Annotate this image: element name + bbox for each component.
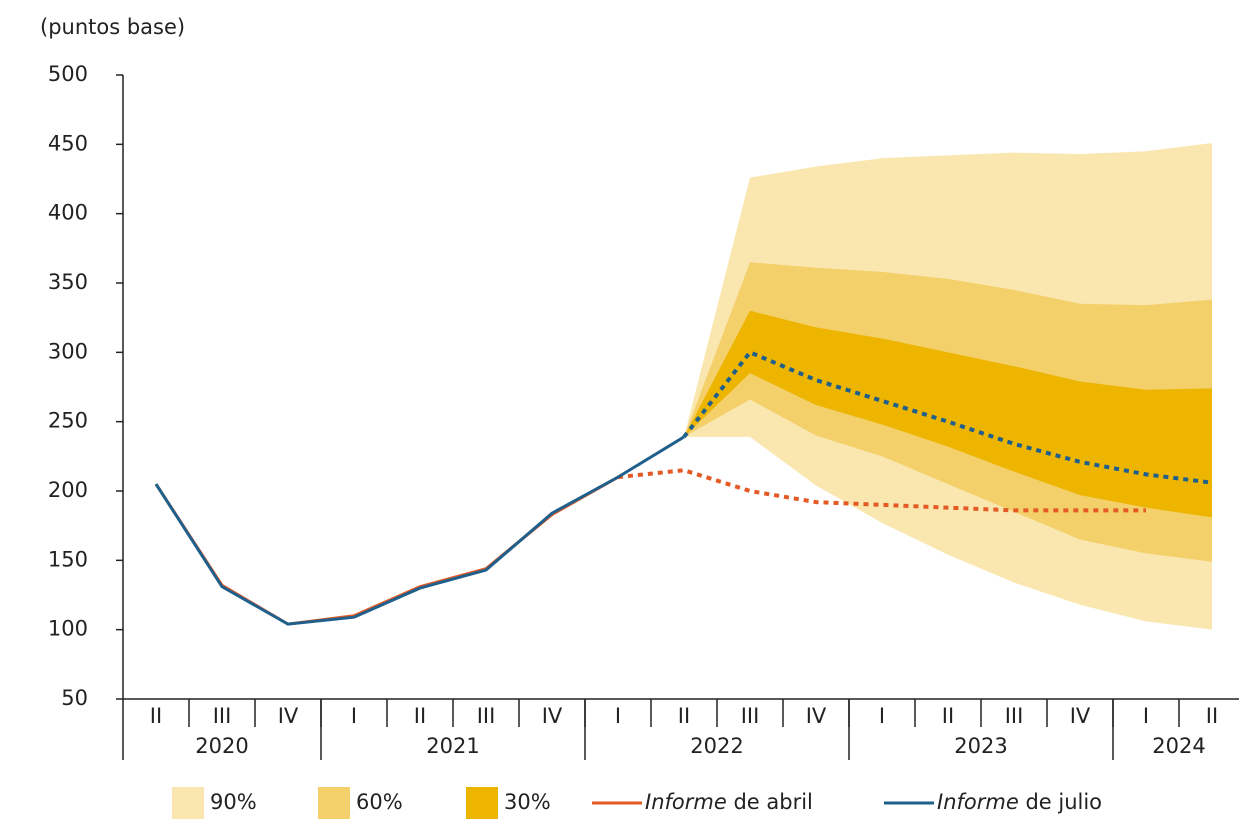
x-tick-label: II — [678, 704, 690, 728]
y-tick-label: 250 — [48, 409, 88, 433]
year-label: 2021 — [426, 734, 479, 758]
x-tick-label: III — [1005, 704, 1024, 728]
legend-label: Informe de abril — [645, 790, 813, 814]
x-tick-label: II — [1206, 704, 1218, 728]
y-axis-label: (puntos base) — [40, 15, 185, 39]
line-observed — [154, 435, 685, 626]
x-tick-label: III — [741, 704, 760, 728]
legend-label: 60% — [356, 790, 403, 814]
legend-label: Informe de julio — [937, 790, 1102, 814]
y-tick-label: 350 — [48, 270, 88, 294]
x-tick-label: IV — [542, 704, 563, 728]
y-tick-label: 150 — [48, 547, 88, 571]
y-tick-label: 450 — [48, 131, 88, 155]
x-tick-label: I — [879, 704, 885, 728]
y-tick-label: 200 — [48, 478, 88, 502]
x-tick-label: I — [1143, 704, 1149, 728]
legend-swatch — [172, 787, 204, 819]
year-label: 2024 — [1152, 734, 1205, 758]
year-label: 2022 — [690, 734, 743, 758]
legend-swatch — [466, 787, 498, 819]
legend-swatch — [318, 787, 350, 819]
line-projection — [682, 349, 1213, 485]
year-label: 2020 — [195, 734, 248, 758]
year-label: 2023 — [954, 734, 1007, 758]
x-tick-label: II — [414, 704, 426, 728]
x-tick-label: IV — [806, 704, 827, 728]
x-tick-label: I — [615, 704, 621, 728]
y-tick-label: 300 — [48, 339, 88, 363]
x-tick-label: II — [942, 704, 954, 728]
y-tick-label: 50 — [61, 686, 88, 710]
y-tick-label: 500 — [48, 62, 88, 86]
y-tick-label: 100 — [48, 617, 88, 641]
legend-label: 30% — [504, 790, 551, 814]
x-tick-label: I — [351, 704, 357, 728]
x-tick-label: II — [150, 704, 162, 728]
x-tick-label: IV — [278, 704, 299, 728]
line-projection — [617, 468, 1146, 513]
y-tick-label: 400 — [48, 201, 88, 225]
x-tick-label: IV — [1070, 704, 1091, 728]
x-tick-label: III — [213, 704, 232, 728]
fan-band — [684, 310, 1212, 518]
legend-label: 90% — [210, 790, 257, 814]
x-tick-label: III — [477, 704, 496, 728]
